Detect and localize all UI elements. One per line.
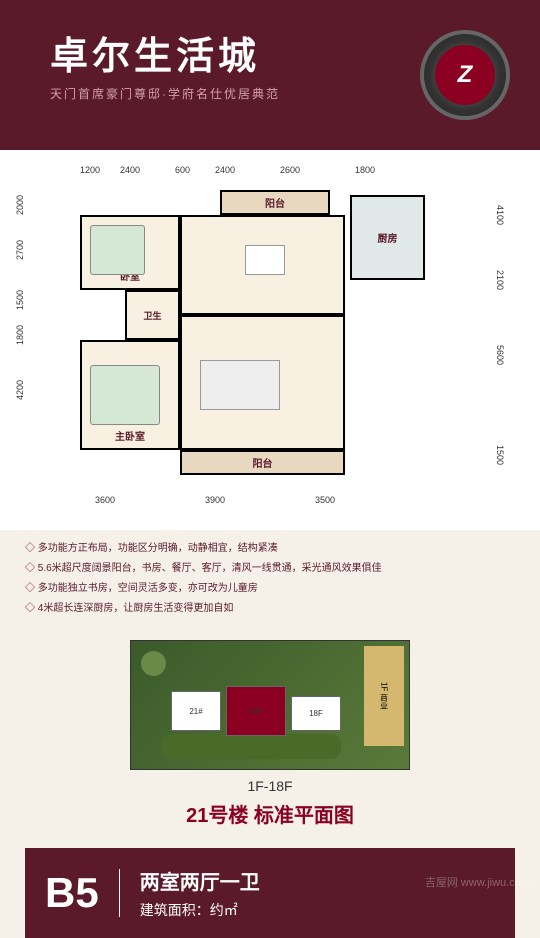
floorplan-section: 1200 2400 600 2400 2600 1800 2000 2700 1… xyxy=(0,150,540,530)
landscape-icon xyxy=(141,651,166,676)
floor-range-label: 1F-18F xyxy=(10,778,530,794)
dim-label: 3600 xyxy=(95,495,115,505)
watermark-text: 吉屋网 www.jiwu.com xyxy=(425,874,530,890)
dimensions-top: 1200 2400 600 2400 2600 1800 xyxy=(15,165,525,185)
dim-label: 2400 xyxy=(215,165,235,175)
bed-icon xyxy=(90,225,145,275)
feature-item: 4米超长连深厨房，让厨房生活变得更加自如 xyxy=(25,600,515,618)
plan-title: 21号楼 标准平面图 xyxy=(10,799,530,828)
dim-label: 4100 xyxy=(495,205,505,225)
features-list: 多功能方正布局，功能区分明确，动静相宜，结构紧凑 5.6米超尺度阔景阳台，书房、… xyxy=(0,530,540,630)
header-banner: 卓尔生活城 天门首席豪门尊邸·学府名仕优居典范 Z xyxy=(0,0,540,150)
feature-item: 多功能方正布局，功能区分明确，动静相宜，结构紧凑 xyxy=(25,540,515,558)
dimensions-right: 4100 2100 5600 1500 xyxy=(495,185,525,515)
brand-logo: Z xyxy=(420,30,510,120)
room-balcony-top: 阳台 xyxy=(220,190,330,215)
dining-table xyxy=(245,245,285,275)
dim-label: 2700 xyxy=(15,240,25,260)
room-bathroom: 卫生 xyxy=(125,290,180,340)
dim-label: 1200 xyxy=(80,165,100,175)
building-block: 18F xyxy=(291,696,341,731)
dim-label: 2600 xyxy=(280,165,300,175)
commercial-block: 1F 商业 xyxy=(364,646,404,746)
logo-letter: Z xyxy=(435,45,495,105)
plan-rooms: 阳台 厨房 餐厅 卧室 卫生 主卧室 客厅 阳台 xyxy=(50,190,480,490)
dim-label: 1800 xyxy=(15,325,25,345)
dimensions-bottom: 3600 3900 3500 xyxy=(15,495,525,515)
unit-area: 建筑面积：约㎡ xyxy=(140,900,260,920)
dim-label: 5600 xyxy=(495,345,505,365)
unit-info: 两室两厅一卫 建筑面积：约㎡ xyxy=(120,866,260,920)
dim-label: 1500 xyxy=(15,290,25,310)
dim-label: 1500 xyxy=(495,445,505,465)
building-block-highlighted: 18F xyxy=(226,686,286,736)
room-balcony-bottom: 阳台 xyxy=(180,450,345,475)
siteplan-diagram: 21# 18F 18F 1F 商业 xyxy=(130,640,410,770)
footer-banner: B5 两室两厅一卫 建筑面积：约㎡ xyxy=(25,848,515,938)
dim-label: 4200 xyxy=(15,380,25,400)
dim-label: 3500 xyxy=(315,495,335,505)
dim-label: 2000 xyxy=(15,195,25,215)
sofa-icon xyxy=(200,360,280,410)
dim-label: 3900 xyxy=(205,495,225,505)
dim-label: 600 xyxy=(175,165,190,175)
feature-item: 多功能独立书房，空间灵活多变，亦可改为儿童房 xyxy=(25,580,515,598)
room-kitchen: 厨房 xyxy=(350,195,425,280)
floorplan-diagram: 1200 2400 600 2400 2600 1800 2000 2700 1… xyxy=(15,165,525,515)
unit-code: B5 xyxy=(45,869,120,917)
dim-label: 2100 xyxy=(495,270,505,290)
unit-type: 两室两厅一卫 xyxy=(140,866,260,895)
dim-label: 1800 xyxy=(355,165,375,175)
building-block: 21# xyxy=(171,691,221,731)
feature-item: 5.6米超尺度阔景阳台，书房、餐厅、客厅，清风一线贯通，采光通风效果俱佳 xyxy=(25,560,515,578)
dimensions-left: 2000 2700 1500 1800 4200 xyxy=(15,185,45,515)
siteplan-section: 21# 18F 18F 1F 商业 1F-18F 21号楼 标准平面图 xyxy=(0,630,540,838)
landscape-icon xyxy=(161,734,341,759)
bed-icon xyxy=(90,365,160,425)
dim-label: 2400 xyxy=(120,165,140,175)
